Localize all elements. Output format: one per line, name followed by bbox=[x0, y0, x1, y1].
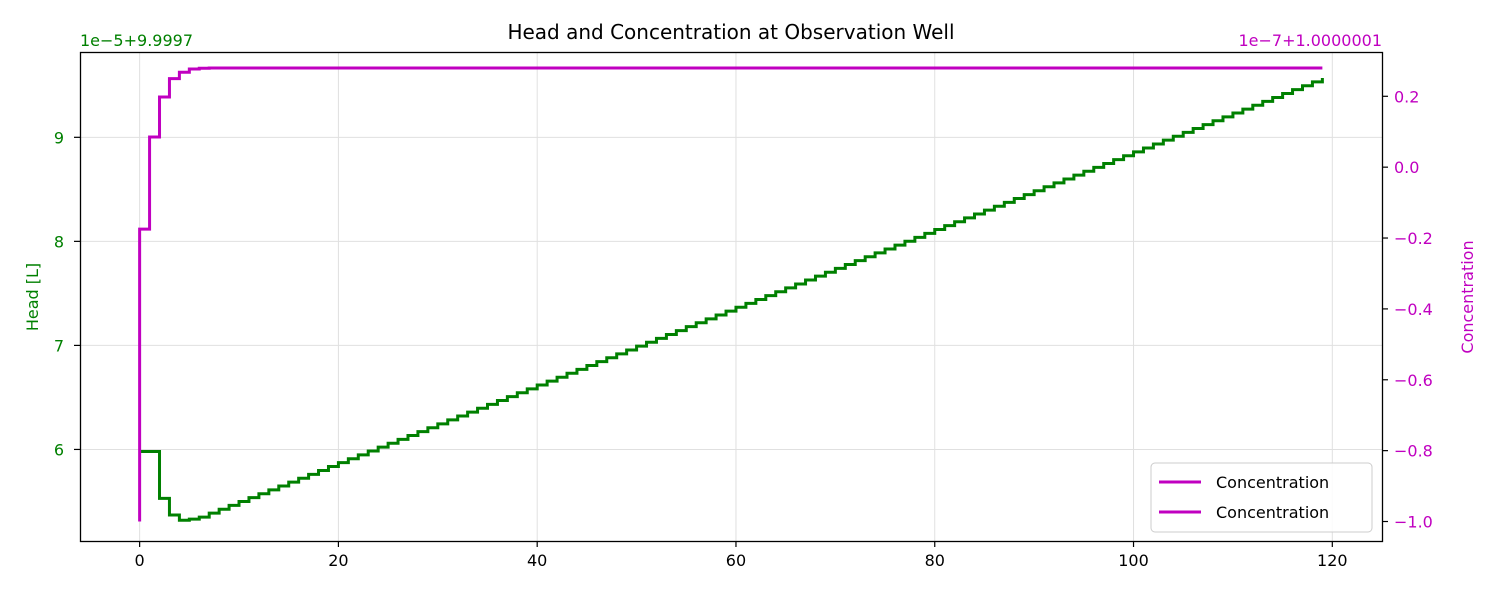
x-tick-label: 0 bbox=[135, 551, 145, 570]
right-tick-label: −0.8 bbox=[1394, 442, 1433, 461]
x-tick-label: 80 bbox=[925, 551, 945, 570]
legend: Concentration Concentration bbox=[1150, 462, 1373, 533]
x-tick-label: 20 bbox=[328, 551, 348, 570]
head-line bbox=[139, 78, 1324, 522]
chart-title: Head and Concentration at Observation We… bbox=[507, 20, 954, 44]
left-axis-label: Head [L] bbox=[23, 263, 42, 331]
left-tick-label: 6 bbox=[54, 440, 64, 459]
x-tick-label: 100 bbox=[1118, 551, 1149, 570]
right-tick-label: 0.2 bbox=[1394, 87, 1419, 106]
left-tick-label: 8 bbox=[54, 232, 64, 251]
concentration-line bbox=[138, 66, 1323, 522]
left-axis-offset-text: 1e−5+9.9997 bbox=[80, 31, 193, 50]
right-tick-label: −0.6 bbox=[1394, 371, 1433, 390]
plot-frame bbox=[79, 51, 1384, 543]
right-tick-label: 0.0 bbox=[1394, 158, 1419, 177]
right-y-axis: −1.0 −0.8 −0.6 −0.4 −0.2 0.0 0.2 bbox=[1382, 87, 1433, 532]
x-tick-label: 120 bbox=[1317, 551, 1348, 570]
right-axis-label: Concentration bbox=[1458, 240, 1477, 353]
legend-label-1: Concentration bbox=[1216, 473, 1329, 492]
right-tick-label: −0.4 bbox=[1394, 300, 1433, 319]
left-y-axis: 6 7 8 9 bbox=[54, 128, 80, 459]
right-tick-label: −1.0 bbox=[1394, 513, 1433, 532]
x-axis: 0 20 40 60 80 100 120 bbox=[135, 541, 1348, 570]
right-tick-label: −0.2 bbox=[1394, 229, 1433, 248]
series-layer bbox=[138, 66, 1324, 522]
left-tick-label: 7 bbox=[54, 336, 64, 355]
right-axis-offset-text: 1e−7+1.0000001 bbox=[1238, 31, 1382, 50]
legend-box bbox=[1150, 462, 1373, 533]
left-tick-label: 9 bbox=[54, 128, 64, 147]
x-tick-label: 60 bbox=[726, 551, 746, 570]
legend-label-2: Concentration bbox=[1216, 503, 1329, 522]
grid bbox=[80, 52, 1382, 541]
x-tick-label: 40 bbox=[527, 551, 547, 570]
